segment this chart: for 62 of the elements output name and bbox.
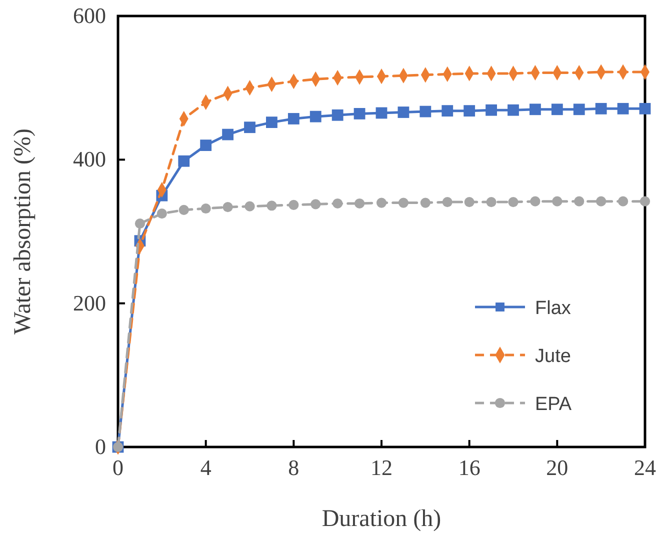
point xyxy=(332,109,344,121)
x-tick-label: 4 xyxy=(200,455,212,480)
legend-label: Jute xyxy=(535,346,571,367)
point xyxy=(266,200,277,211)
point xyxy=(244,122,256,134)
point xyxy=(596,196,606,206)
point xyxy=(574,196,584,206)
point xyxy=(486,197,496,208)
point xyxy=(376,198,387,208)
point xyxy=(376,107,388,119)
point xyxy=(464,197,474,208)
point xyxy=(530,196,540,206)
point xyxy=(398,106,410,118)
x-tick-label: 16 xyxy=(458,455,480,480)
point xyxy=(442,105,454,117)
point xyxy=(178,204,189,215)
point xyxy=(354,198,365,209)
point xyxy=(310,199,321,210)
point xyxy=(420,198,430,208)
point xyxy=(178,155,190,167)
point xyxy=(288,200,299,210)
y-axis-title: Water absorption (%) xyxy=(10,128,36,334)
point xyxy=(332,198,343,209)
point xyxy=(640,196,650,206)
point xyxy=(354,108,366,120)
point xyxy=(618,196,628,206)
point xyxy=(222,202,233,212)
point xyxy=(595,102,607,114)
point xyxy=(398,198,409,208)
y-tick-label: 0 xyxy=(95,434,106,459)
point xyxy=(200,203,211,214)
point xyxy=(508,197,518,208)
y-tick-label: 600 xyxy=(73,3,106,28)
point xyxy=(420,106,432,118)
x-tick-label: 24 xyxy=(634,455,656,480)
y-tick-label: 400 xyxy=(73,146,106,172)
point xyxy=(244,201,255,212)
point xyxy=(617,102,629,114)
x-tick-label: 0 xyxy=(112,455,124,480)
legend-label: EPA xyxy=(535,394,572,415)
y-tick-label: 200 xyxy=(73,290,106,316)
point xyxy=(639,102,651,114)
point xyxy=(134,218,146,229)
x-tick-label: 8 xyxy=(288,455,300,480)
point xyxy=(551,104,563,116)
point xyxy=(573,104,585,116)
point xyxy=(310,110,322,122)
x-tick-label: 20 xyxy=(546,455,568,480)
point xyxy=(442,197,452,208)
point xyxy=(486,104,497,116)
point xyxy=(156,208,167,219)
legend-label: Flax xyxy=(535,298,572,319)
x-tick-label: 12 xyxy=(370,455,392,480)
point xyxy=(288,113,300,124)
x-axis-title: Duration (h) xyxy=(322,506,442,532)
point xyxy=(508,104,519,116)
point xyxy=(552,196,562,206)
point xyxy=(464,105,476,117)
point xyxy=(530,104,541,116)
point xyxy=(266,116,278,128)
point xyxy=(200,140,212,151)
point xyxy=(222,128,234,140)
